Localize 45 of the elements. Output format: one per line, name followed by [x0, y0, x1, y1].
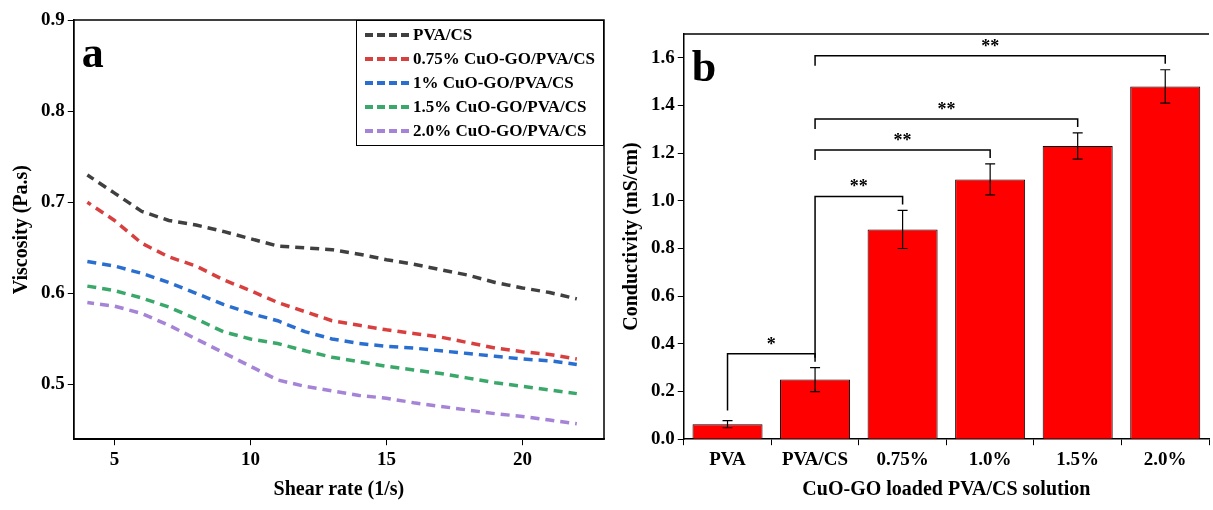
x-tick-label: PVA: [709, 447, 747, 469]
x-tick-label: 0.75%: [876, 447, 929, 469]
y-tick-label: 0.4: [651, 331, 676, 353]
line-series: [85, 284, 579, 396]
x-axis-title: CuO-GO loaded PVA/CS solution: [802, 477, 1091, 500]
y-axis-title: Conductivity (mS/cm): [619, 142, 643, 331]
annotation: **: [937, 98, 956, 119]
y-tick-label: 0.8: [41, 99, 65, 121]
x-tick-label: 10: [241, 447, 260, 469]
line-series: [85, 259, 579, 367]
chart-title: b: [691, 42, 717, 92]
x-axis-title: Shear rate (1/s): [273, 477, 405, 501]
x-tick-label: 1.0%: [968, 447, 1012, 469]
y-tick-label: 0.7: [41, 190, 66, 212]
y-tick-label: 0.9: [41, 7, 65, 29]
y-tick-label: 0.2: [651, 379, 675, 401]
y-tick-label: 1.4: [651, 93, 676, 115]
x-tick-label: 15: [376, 447, 396, 469]
chart-title: a: [81, 28, 104, 78]
legend-label: 1.5% CuO-GO/PVA/CS: [413, 97, 587, 117]
legend-label: 1% CuO-GO/PVA/CS: [413, 73, 574, 93]
x-tick-label: 1.5%: [1056, 447, 1100, 469]
y-tick-label: 0.6: [651, 284, 675, 306]
annotation: **: [893, 129, 912, 150]
y-tick-label: 0.6: [41, 281, 65, 303]
y-axis-title: Viscosity (Pa.s): [9, 164, 33, 295]
legend-label: 0.75% CuO-GO/PVA/CS: [413, 49, 595, 69]
legend-label: 2.0% CuO-GO/PVA/CS: [413, 121, 587, 141]
x-tick-label: PVA/CS: [781, 447, 849, 469]
y-tick-label: 1.0: [651, 188, 675, 210]
line-series: [85, 200, 579, 361]
y-tick-label: 0.0: [651, 427, 675, 449]
y-tick-label: 1.2: [651, 141, 675, 163]
annotation: **: [849, 176, 868, 197]
annotation: **: [981, 35, 1000, 56]
legend-label: PVA/CS: [413, 25, 473, 45]
annotation: *: [766, 333, 776, 354]
x-tick-label: 2.0%: [1143, 447, 1187, 469]
line-series: [85, 300, 579, 426]
y-tick-label: 0.5: [41, 372, 65, 394]
y-tick-label: 0.8: [651, 236, 675, 258]
line-series: [85, 173, 579, 301]
x-tick-label: 20: [512, 447, 532, 469]
y-tick-label: 1.6: [651, 45, 675, 67]
x-tick-label: 5: [109, 447, 120, 469]
